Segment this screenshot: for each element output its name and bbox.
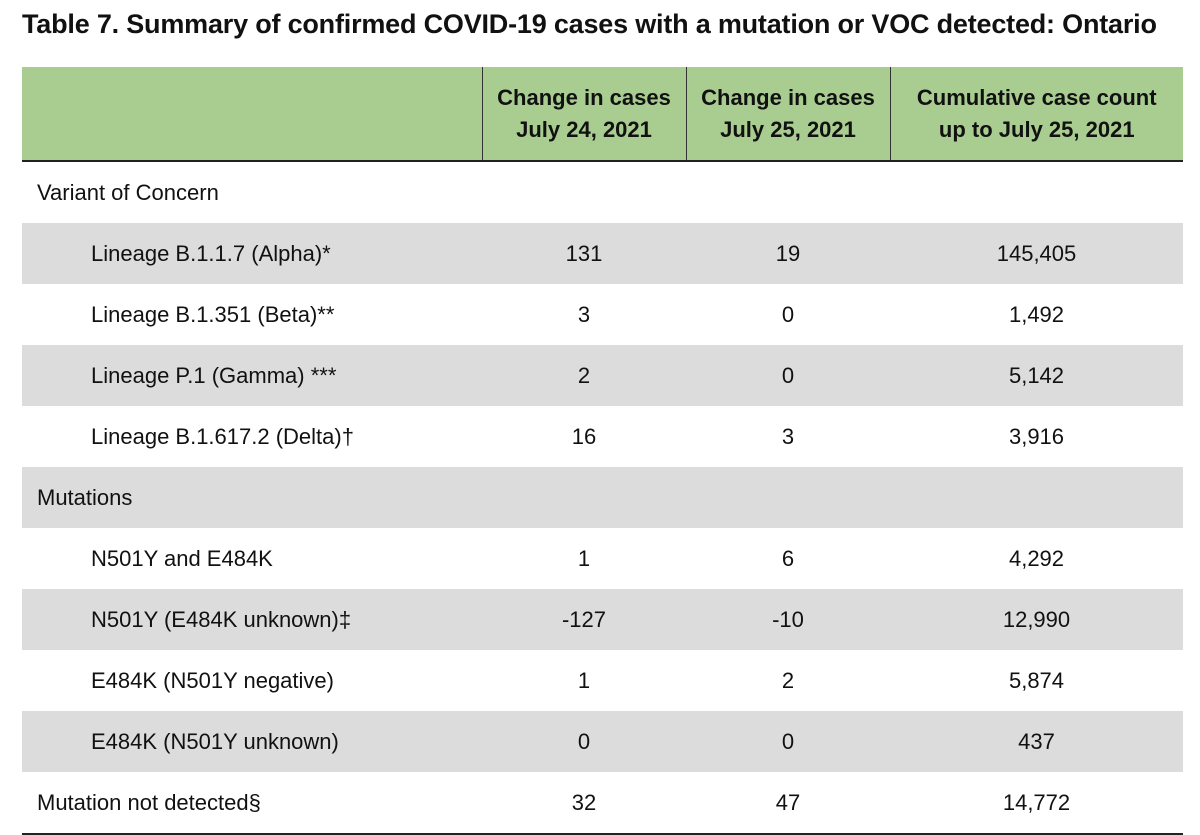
voc-summary-table: Change in cases July 24, 2021 Change in … — [22, 67, 1183, 835]
table-header: Change in cases July 24, 2021 Change in … — [22, 67, 1183, 162]
table-row: Lineage B.1.1.7 (Alpha)* 131 19 145,405 — [22, 223, 1183, 284]
header-change-july-24: Change in cases July 24, 2021 — [481, 67, 686, 162]
cell-change-july-24: 16 — [571, 423, 597, 449]
row-label: Lineage B.1.617.2 (Delta)† — [91, 423, 354, 449]
cell-cumulative: 145,405 — [890, 223, 1183, 284]
cell-change-july-25: 19 — [686, 223, 890, 284]
row-label: Variant of Concern — [37, 179, 219, 205]
cell-cumulative: 4,292 — [1008, 545, 1065, 571]
cell-change-july-24: 32 — [482, 772, 686, 835]
cell-change-july-25: 6 — [781, 545, 795, 571]
cell-change-july-24: 3 — [577, 301, 591, 327]
table-row: N501Y and E484K 1 6 4,292 — [22, 528, 1183, 589]
header-row: Change in cases July 24, 2021 Change in … — [22, 67, 1183, 162]
header-line: July 24, 2021 — [516, 116, 652, 142]
cell-change-july-24: 1 — [577, 545, 591, 571]
table-row: E484K (N501Y unknown) 0 0 437 — [22, 711, 1183, 772]
row-label: Lineage B.1.1.7 (Alpha)* — [22, 223, 482, 284]
header-cell-blank — [22, 67, 482, 162]
table-title: Table 7. Summary of confirmed COVID-19 c… — [22, 9, 1157, 39]
cell-change-july-25: 47 — [686, 772, 890, 835]
section-row-mutations: Mutations — [22, 467, 1183, 528]
header-line: up to July 25, 2021 — [938, 116, 1135, 142]
header-line: Cumulative case count — [916, 84, 1157, 110]
cell-change-july-25: 0 — [686, 345, 890, 406]
cell-change-july-25: 0 — [781, 301, 795, 327]
table-row: E484K (N501Y negative) 1 2 5,874 — [22, 650, 1183, 711]
cell-change-july-24: 0 — [482, 711, 686, 772]
cell-cumulative: 437 — [890, 711, 1183, 772]
row-label: N501Y (E484K unknown)‡ — [22, 589, 482, 650]
cell-change-july-25: 3 — [781, 423, 795, 449]
row-label: Lineage P.1 (Gamma) *** — [22, 345, 482, 406]
cell-change-july-24 — [482, 161, 686, 223]
section-row-variant-of-concern: Variant of Concern — [22, 161, 1183, 223]
cell-cumulative: 3,916 — [1008, 423, 1065, 449]
table-row: N501Y (E484K unknown)‡ -127 -10 12,990 — [22, 589, 1183, 650]
cell-change-july-24: -127 — [482, 589, 686, 650]
cell-change-july-25: -10 — [686, 589, 890, 650]
cell-cumulative — [890, 161, 1183, 223]
row-label: E484K (N501Y unknown) — [22, 711, 482, 772]
cell-cumulative — [890, 467, 1183, 528]
cell-cumulative: 12,990 — [890, 589, 1183, 650]
table-row-mutation-not-detected: Mutation not detected§ 32 47 14,772 — [22, 772, 1183, 835]
cell-change-july-24: 131 — [482, 223, 686, 284]
row-label: Mutation not detected§ — [22, 772, 482, 835]
header-line: Change in cases — [701, 84, 875, 110]
header-cumulative-count: Cumulative case count up to July 25, 202… — [889, 67, 1183, 162]
table-row: Lineage B.1.617.2 (Delta)† 16 3 3,916 — [22, 406, 1183, 467]
row-label: Mutations — [22, 467, 482, 528]
header-line: Change in cases — [497, 84, 671, 110]
table-row: Lineage P.1 (Gamma) *** 2 0 5,142 — [22, 345, 1183, 406]
row-label: Lineage B.1.351 (Beta)** — [91, 301, 335, 327]
cell-cumulative: 1,492 — [1008, 301, 1065, 327]
cell-change-july-24 — [482, 467, 686, 528]
header-change-july-25: Change in cases July 25, 2021 — [685, 67, 890, 162]
cell-cumulative: 14,772 — [890, 772, 1183, 835]
cell-change-july-25 — [686, 467, 890, 528]
cell-change-july-24: 1 — [577, 667, 591, 693]
cell-change-july-25: 0 — [686, 711, 890, 772]
cell-cumulative: 5,874 — [1008, 667, 1065, 693]
table-body: Variant of Concern Lineage B.1.1.7 (Alph… — [22, 161, 1183, 835]
header-line: July 25, 2021 — [720, 116, 856, 142]
row-label: N501Y and E484K — [91, 545, 273, 571]
cell-cumulative: 5,142 — [890, 345, 1183, 406]
cell-change-july-25 — [686, 161, 890, 223]
table-row: Lineage B.1.351 (Beta)** 3 0 1,492 — [22, 284, 1183, 345]
row-label: E484K (N501Y negative) — [91, 667, 334, 693]
cell-change-july-25: 2 — [781, 667, 795, 693]
cell-change-july-24: 2 — [482, 345, 686, 406]
